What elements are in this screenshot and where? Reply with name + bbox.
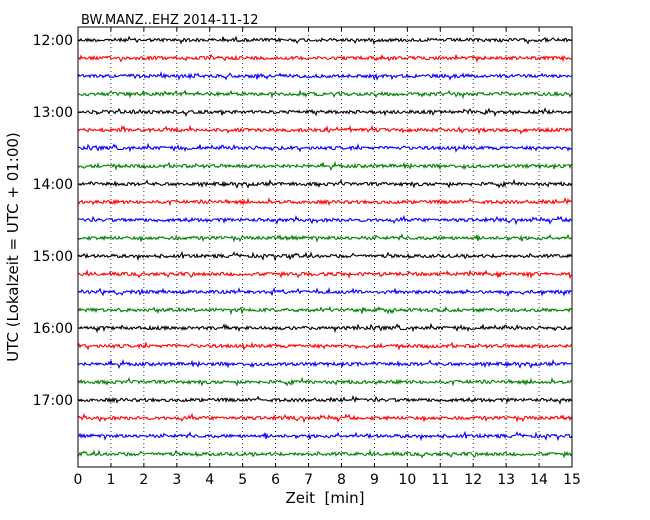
trace-1230: [77, 70, 573, 81]
y-tick-label-1500: 15:00: [33, 249, 73, 265]
chart-title: BW.MANZ..EHZ 2014-11-12: [81, 13, 259, 28]
trace-1315: [77, 124, 573, 135]
x-tick-label-4: 4: [205, 472, 214, 488]
y-tick-label-1700: 17:00: [33, 393, 73, 409]
y-axis-title: UTC (Lokalzeit = UTC + 01:00): [4, 132, 22, 362]
trace-1745: [77, 448, 573, 459]
y-tick-label-1600: 16:00: [33, 321, 73, 337]
trace-1330: [77, 142, 573, 153]
grid-lines: [110, 27, 540, 467]
trace-1215: [77, 53, 573, 64]
y-tick-label-1200: 12:00: [33, 33, 73, 49]
trace-1200: [77, 35, 573, 45]
x-tick-label-0: 0: [74, 472, 83, 488]
trace-1530: [77, 286, 573, 298]
x-tick-label-1: 1: [106, 472, 115, 488]
trace-1700: [77, 395, 573, 405]
trace-1300: [77, 107, 573, 118]
y-axis: 12:00 13:00 14:00 15:00 16:00 17:00: [33, 33, 572, 409]
x-tick-label-2: 2: [139, 472, 148, 488]
trace-1630: [77, 358, 573, 369]
trace-1445: [77, 233, 573, 243]
x-axis: 0 1 2 3 4 5 6 7 8 9 10 11 12 13 14 15: [74, 27, 581, 488]
plot-area: [78, 27, 572, 467]
y-tick-label-1300: 13:00: [33, 105, 73, 121]
traces: [77, 35, 573, 459]
trace-1545: [77, 305, 573, 316]
x-tick-label-8: 8: [337, 472, 346, 488]
trace-1715: [77, 412, 573, 424]
x-tick-label-5: 5: [238, 472, 247, 488]
x-tick-label-14: 14: [530, 472, 548, 488]
x-tick-label-11: 11: [431, 472, 449, 488]
x-tick-label-15: 15: [563, 472, 581, 488]
x-axis-title: Zeit [min]: [285, 489, 364, 507]
x-tick-label-12: 12: [464, 472, 482, 488]
trace-1645: [77, 376, 573, 387]
trace-1600: [77, 322, 573, 334]
trace-1730: [77, 430, 573, 442]
y-tick-label-1400: 14:00: [33, 177, 73, 193]
trace-1345: [77, 160, 573, 171]
x-tick-label-13: 13: [497, 472, 515, 488]
trace-1400: [77, 178, 573, 189]
plot-frame: [77, 26, 573, 468]
trace-1415: [77, 197, 573, 207]
x-tick-label-3: 3: [172, 472, 181, 488]
x-tick-label-10: 10: [398, 472, 416, 488]
trace-1245: [77, 89, 573, 100]
trace-1430: [77, 214, 573, 226]
x-tick-label-6: 6: [271, 472, 280, 488]
trace-1500: [77, 250, 573, 262]
x-tick-label-7: 7: [304, 472, 313, 488]
trace-1515: [77, 268, 573, 280]
x-tick-label-9: 9: [370, 472, 379, 488]
trace-1615: [77, 340, 573, 351]
